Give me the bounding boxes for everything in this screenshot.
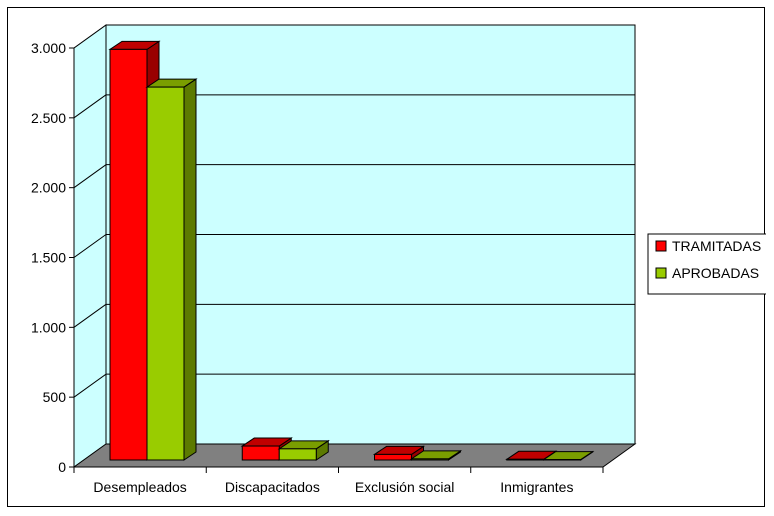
bar-front — [241, 445, 280, 461]
x-category-label: Inmigrantes — [500, 479, 573, 495]
y-tick-label: 1.000 — [31, 319, 66, 335]
bar-aprobadas-1 — [277, 439, 330, 461]
bar-front — [146, 86, 185, 461]
legend: TRAMITADAS APROBADAS — [647, 233, 766, 295]
gridline-side — [73, 234, 107, 258]
y-tick-label: 2.500 — [31, 110, 66, 126]
gridline-side — [73, 164, 107, 189]
bar-side — [183, 78, 197, 461]
gridline-side — [73, 24, 107, 49]
bar-front — [506, 458, 545, 461]
legend-box — [647, 233, 766, 295]
legend-label: TRAMITADAS — [672, 238, 761, 254]
axis-labels: 0 500 1.000 1.500 2.000 2.500 3.000 Desempleado… — [31, 40, 574, 495]
legend-swatch — [655, 267, 667, 279]
bar-chart: 0 500 1.000 1.500 2.000 2.500 3.000 Desempleado… — [31, 24, 766, 495]
legend-swatch — [655, 240, 667, 252]
y-tick-label: 2.000 — [31, 180, 66, 196]
x-category-label: Desempleados — [93, 479, 186, 495]
bar-aprobadas-3 — [542, 450, 595, 461]
bar-front — [411, 458, 449, 461]
gridline-side — [73, 94, 107, 119]
bar-aprobadas-2 — [409, 449, 463, 461]
y-tick-label: 0 — [58, 459, 66, 475]
bar-front — [278, 448, 317, 461]
legend-label: APROBADAS — [672, 265, 759, 281]
axes — [69, 47, 604, 473]
bars — [108, 40, 595, 461]
bar-aprobadas-0 — [145, 78, 198, 461]
bar-front — [374, 453, 412, 461]
gridline-side — [73, 303, 107, 328]
gridline-side — [73, 373, 107, 398]
y-tick-label: 3.000 — [31, 40, 66, 56]
x-category-label: Discapacitados — [225, 479, 320, 495]
x-category-label: Exclusión social — [355, 479, 455, 495]
chart-frame: 0 500 1.000 1.500 2.000 2.500 3.000 Desempleado… — [7, 7, 766, 507]
y-tick-label: 500 — [43, 389, 67, 405]
bar-front — [109, 48, 148, 461]
y-tick-label: 1.500 — [31, 250, 66, 266]
